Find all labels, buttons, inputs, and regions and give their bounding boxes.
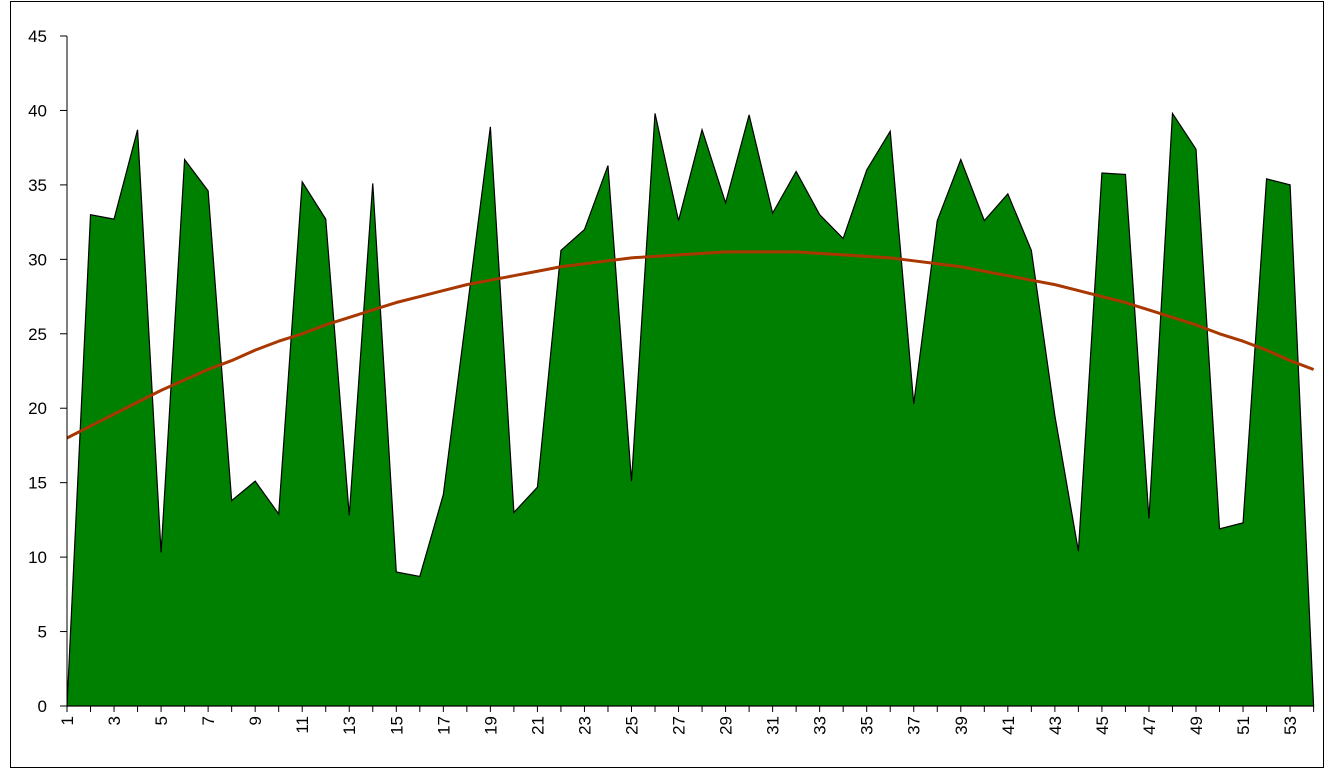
x-tick-label: 29	[717, 716, 736, 735]
x-tick-label: 1	[58, 716, 77, 725]
y-tick-label: 25	[28, 325, 47, 344]
x-tick-label: 7	[199, 716, 218, 725]
x-tick-label: 19	[481, 716, 500, 735]
x-tick-label: 21	[528, 716, 547, 735]
x-tick-label: 15	[387, 716, 406, 735]
y-tick-label: 20	[28, 399, 47, 418]
x-tick-label: 9	[246, 716, 265, 725]
chart-frame	[10, 1, 1324, 768]
x-tick-label: 53	[1281, 716, 1300, 735]
x-tick-label: 33	[811, 716, 830, 735]
x-tick-label: 49	[1187, 716, 1206, 735]
x-tick-label: 11	[293, 716, 312, 734]
x-tick-label: 41	[999, 716, 1018, 735]
area	[66, 111, 1315, 707]
x-tick-label: 51	[1234, 716, 1253, 735]
trend-line	[66, 250, 1315, 440]
x-tick-label: 27	[670, 716, 689, 735]
x-tick-label: 37	[905, 716, 924, 735]
y-tick-label: 5	[38, 623, 47, 642]
y-tick-label: 40	[28, 101, 47, 120]
x-tick-label: 3	[105, 716, 124, 725]
x-tick-label: 25	[622, 716, 641, 735]
x-tick-label: 13	[340, 716, 359, 735]
x-tick-label: 35	[858, 716, 877, 735]
x-tick-label: 39	[952, 716, 971, 735]
y-tick-label: 35	[28, 176, 47, 195]
y-tick-label: 30	[28, 250, 47, 269]
x-tick-label: 47	[1140, 716, 1159, 735]
y-tick-label: 15	[28, 474, 47, 493]
x-tick-label: 5	[152, 716, 171, 725]
y-tick-label: 0	[38, 697, 47, 716]
y-tick-label: 45	[28, 27, 47, 46]
x-tick-label: 45	[1093, 716, 1112, 735]
x-tick-label: 43	[1046, 716, 1065, 735]
x-tick-label: 31	[764, 716, 783, 735]
x-tick-label: 23	[575, 716, 594, 735]
y-tick-label: 10	[28, 548, 47, 567]
x-tick-label: 17	[434, 716, 453, 735]
